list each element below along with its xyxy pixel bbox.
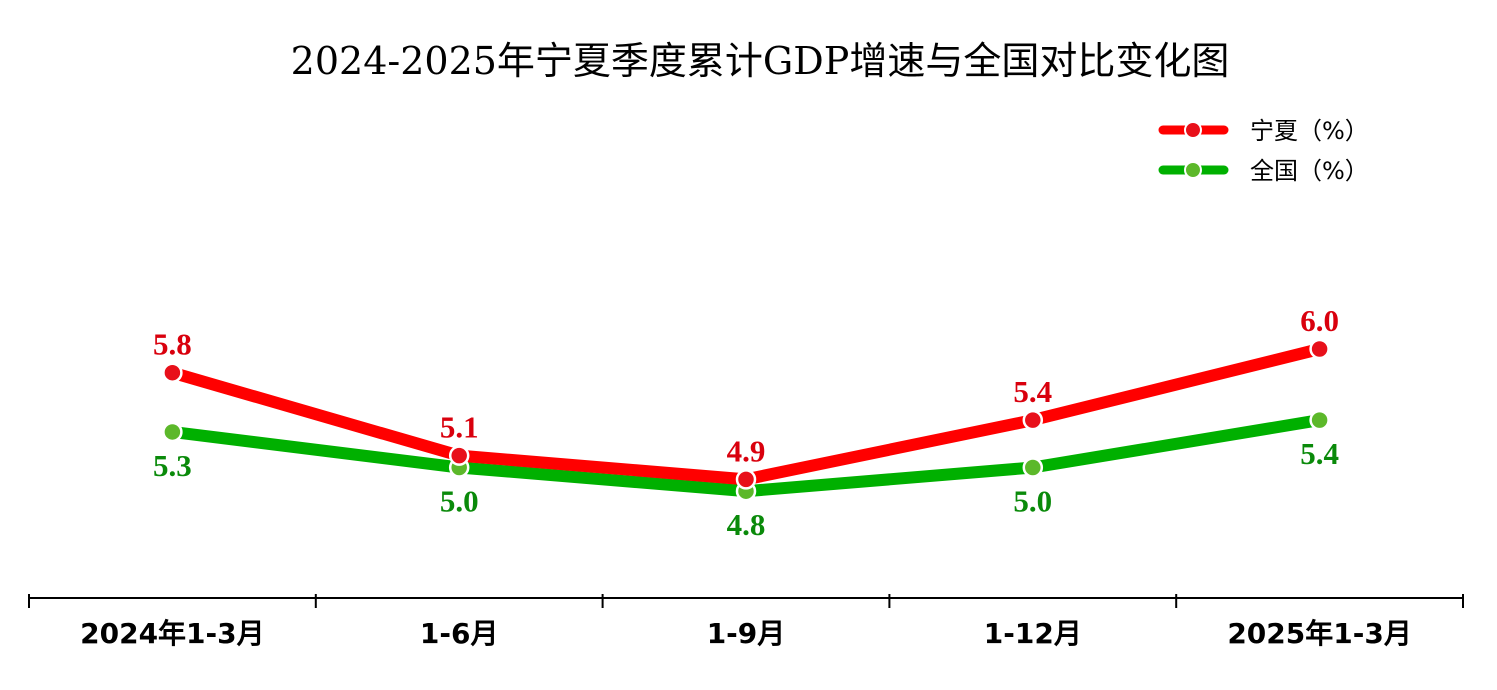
data-label: 5.0 <box>1013 484 1052 519</box>
data-label: 5.3 <box>153 448 192 483</box>
x-tick-label: 1-12月 <box>984 617 1082 650</box>
data-label: 5.0 <box>440 484 479 519</box>
data-label: 6.0 <box>1300 303 1339 338</box>
series-layer: 5.8 5.1 4.9 5.4 6.0 5.3 5.0 4.8 5.0 5.4 <box>153 303 1339 542</box>
data-point <box>1022 409 1044 431</box>
data-label: 4.9 <box>727 433 766 468</box>
data-label: 4.8 <box>727 507 766 542</box>
legend-marker-1 <box>1184 161 1202 179</box>
data-point <box>448 445 470 466</box>
x-tick-label: 2025年1-3月 <box>1227 617 1412 650</box>
legend: 宁夏（%） 全国（%） <box>1158 117 1369 185</box>
data-point <box>162 362 183 383</box>
x-tick-label: 1-6月 <box>420 617 499 650</box>
data-point <box>1309 338 1330 360</box>
legend-label-0: 宁夏（%） <box>1250 117 1369 145</box>
data-label: 5.4 <box>1013 374 1052 409</box>
x-axis: 2024年1-3月 1-6月 1-9月 1-12月 2025年1-3月 <box>28 594 1464 650</box>
data-label: 5.8 <box>153 327 192 362</box>
chart-title: 2024-2025年宁夏季度累计GDP增速与全国对比变化图 <box>291 39 1230 83</box>
legend-marker-0 <box>1184 121 1202 139</box>
data-point <box>1022 457 1044 478</box>
data-point <box>1309 409 1330 431</box>
data-label: 5.1 <box>440 410 479 445</box>
data-point <box>162 421 183 443</box>
data-point <box>735 469 757 490</box>
x-tick-label: 1-9月 <box>707 617 786 650</box>
x-tick-label: 2024年1-3月 <box>80 617 265 650</box>
legend-label-1: 全国（%） <box>1250 157 1369 185</box>
data-label: 5.4 <box>1300 436 1339 471</box>
